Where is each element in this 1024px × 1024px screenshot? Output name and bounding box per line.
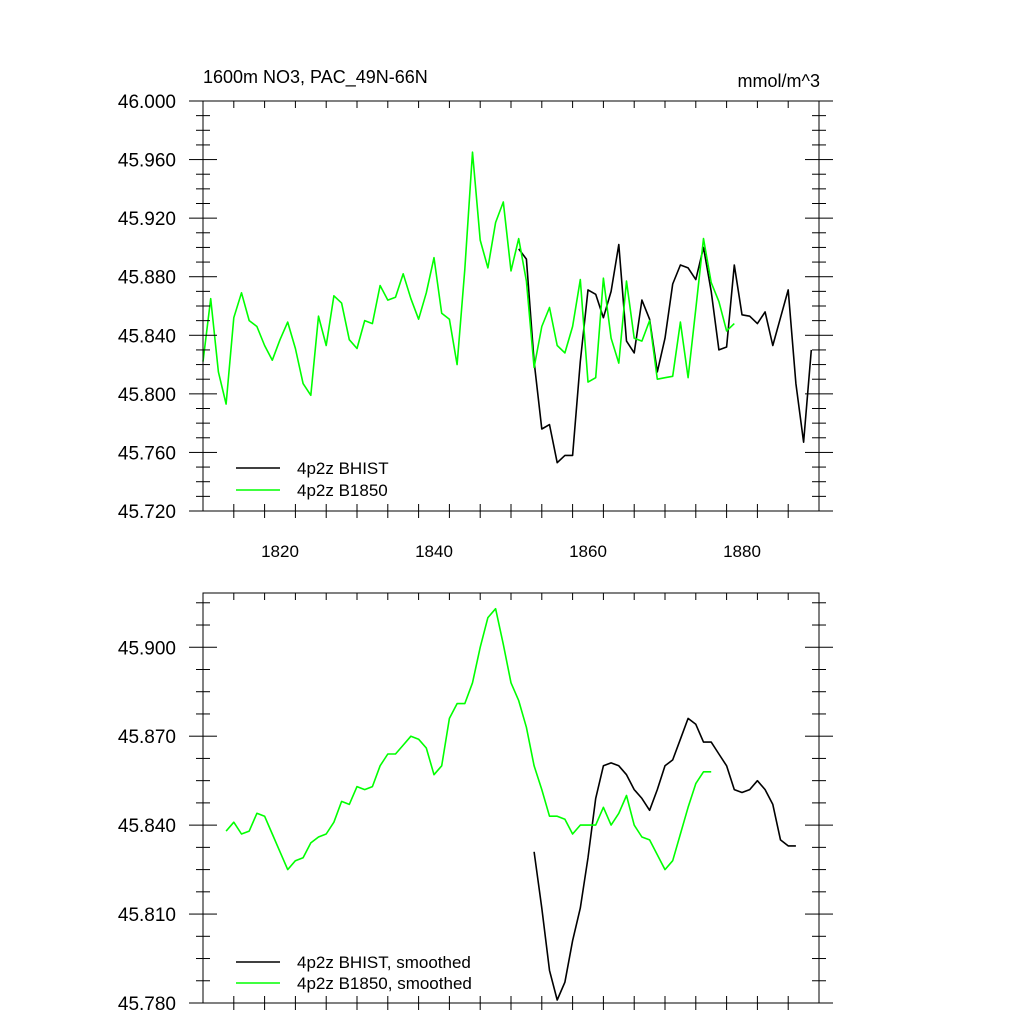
- x-tick-label: 1860: [569, 542, 607, 561]
- legend-label: 4p2z B1850, smoothed: [297, 974, 472, 993]
- y-tick-label: 45.920: [118, 209, 176, 230]
- bottom-plot-frame: [202, 592, 820, 1004]
- bottom-panel: 4p2z BHIST, smoothed 4p2z B1850, smoothed…: [118, 592, 833, 1015]
- y-tick-label: 45.870: [118, 727, 176, 748]
- legend-label: 4p2z B1850: [297, 481, 388, 500]
- x-tick-label: 1820: [261, 542, 299, 561]
- series-line-b1850: [202, 151, 735, 405]
- y-tick-label: 45.900: [118, 638, 176, 659]
- bottom-legend: 4p2z BHIST, smoothed 4p2z B1850, smoothed: [236, 953, 472, 993]
- y-tick-label: 45.720: [118, 502, 176, 523]
- bottom-plot-area: [225, 607, 796, 1001]
- y-tick-label: 45.810: [118, 905, 176, 926]
- top-plot-frame: [202, 100, 820, 512]
- units-label: mmol/m^3: [738, 71, 820, 91]
- y-tick-label: 45.840: [118, 326, 176, 347]
- legend-label: 4p2z BHIST: [297, 459, 389, 478]
- top-legend: 4p2z BHIST 4p2z B1850: [236, 459, 389, 500]
- x-tick-label: 1840: [415, 542, 453, 561]
- top-panel: 1600m NO3, PAC_49N-66N mmol/m^3 4p2z BHI…: [118, 67, 833, 561]
- y-tick-label: 45.880: [118, 268, 176, 289]
- legend-label: 4p2z BHIST, smoothed: [297, 953, 471, 972]
- x-tick-label: 1880: [723, 542, 761, 561]
- y-tick-label: 45.800: [118, 385, 176, 406]
- top-plot-area: [202, 151, 813, 464]
- y-tick-label: 45.960: [118, 151, 176, 172]
- series-line-bhist: [533, 717, 796, 1001]
- y-tick-label: 45.780: [118, 994, 176, 1015]
- series-line-b1850: [225, 607, 712, 871]
- y-tick-label: 45.840: [118, 816, 176, 837]
- y-tick-label: 46.000: [118, 92, 176, 113]
- y-tick-label: 45.760: [118, 443, 176, 464]
- panel-title: 1600m NO3, PAC_49N-66N: [203, 67, 428, 88]
- series-line-bhist: [518, 243, 813, 464]
